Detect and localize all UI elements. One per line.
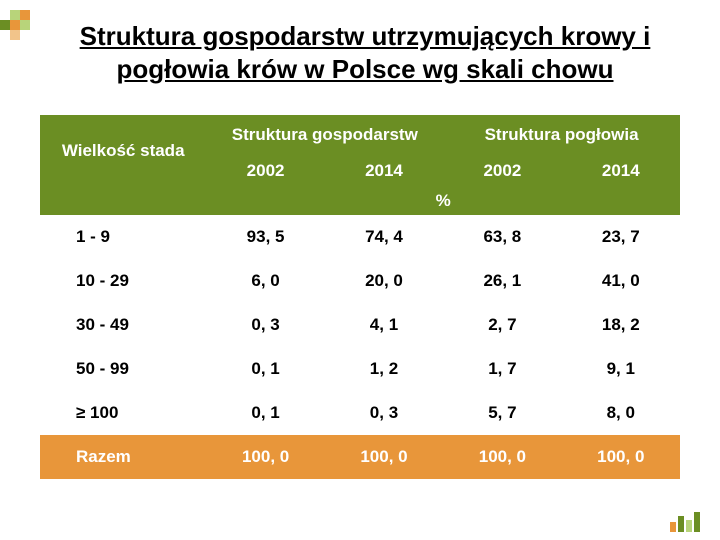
table-row: 1 - 993, 574, 463, 823, 7 [40,215,680,259]
cell: 0, 1 [206,347,324,391]
corner-decoration [0,10,40,50]
cell: 20, 0 [325,259,443,303]
year-3: 2014 [562,155,680,187]
cell: 0, 3 [206,303,324,347]
table-total-row: Razem100, 0100, 0100, 0100, 0 [40,435,680,479]
cell: 100, 0 [443,435,561,479]
cell: 93, 5 [206,215,324,259]
cell: 9, 1 [562,347,680,391]
cell: 5, 7 [443,391,561,435]
row-label: 50 - 99 [40,347,206,391]
cell: 4, 1 [325,303,443,347]
cell: 2, 7 [443,303,561,347]
cell: 74, 4 [325,215,443,259]
cell: 0, 3 [325,391,443,435]
footer-decoration [670,508,710,532]
table-body: 1 - 993, 574, 463, 823, 710 - 296, 020, … [40,215,680,479]
group-header-1: Struktura pogłowia [443,115,680,155]
data-table: Wielkość stada Struktura gospodarstw Str… [40,115,680,479]
cell: 0, 1 [206,391,324,435]
row-label: ≥ 100 [40,391,206,435]
cell: 8, 0 [562,391,680,435]
cell: 1, 7 [443,347,561,391]
table-row: 30 - 490, 34, 12, 718, 2 [40,303,680,347]
year-0: 2002 [206,155,324,187]
unit-row: % [206,187,680,215]
cell: 100, 0 [562,435,680,479]
row-label: 30 - 49 [40,303,206,347]
cell: 100, 0 [325,435,443,479]
group-header-0: Struktura gospodarstw [206,115,443,155]
year-1: 2014 [325,155,443,187]
cell: 1, 2 [325,347,443,391]
row-label: 10 - 29 [40,259,206,303]
table-row: 50 - 990, 11, 21, 79, 1 [40,347,680,391]
row-label: Razem [40,435,206,479]
cell: 63, 8 [443,215,561,259]
cell: 100, 0 [206,435,324,479]
cell: 26, 1 [443,259,561,303]
row-label: 1 - 9 [40,215,206,259]
cell: 23, 7 [562,215,680,259]
page-title: Struktura gospodarstw utrzymujących krow… [0,0,720,95]
cell: 41, 0 [562,259,680,303]
data-table-wrap: Wielkość stada Struktura gospodarstw Str… [40,115,680,479]
col1-header: Wielkość stada [40,115,206,187]
table-row: ≥ 1000, 10, 35, 78, 0 [40,391,680,435]
cell: 18, 2 [562,303,680,347]
year-2: 2002 [443,155,561,187]
cell: 6, 0 [206,259,324,303]
table-row: 10 - 296, 020, 026, 141, 0 [40,259,680,303]
unit-blank [40,187,206,215]
